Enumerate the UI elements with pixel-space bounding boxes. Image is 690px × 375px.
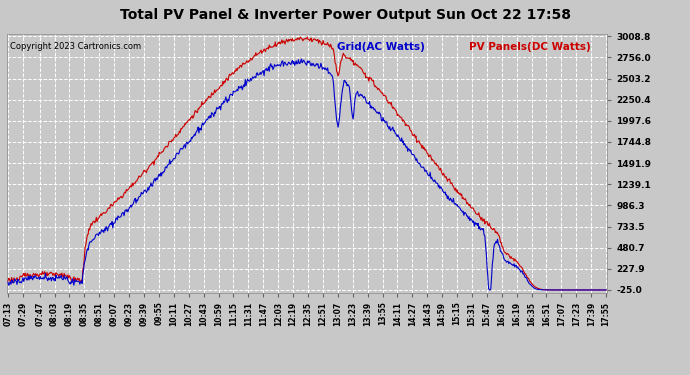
Text: Grid(AC Watts): Grid(AC Watts) <box>337 42 425 51</box>
Text: PV Panels(DC Watts): PV Panels(DC Watts) <box>469 42 591 51</box>
Text: Copyright 2023 Cartronics.com: Copyright 2023 Cartronics.com <box>10 42 141 51</box>
Text: Total PV Panel & Inverter Power Output Sun Oct 22 17:58: Total PV Panel & Inverter Power Output S… <box>119 8 571 21</box>
